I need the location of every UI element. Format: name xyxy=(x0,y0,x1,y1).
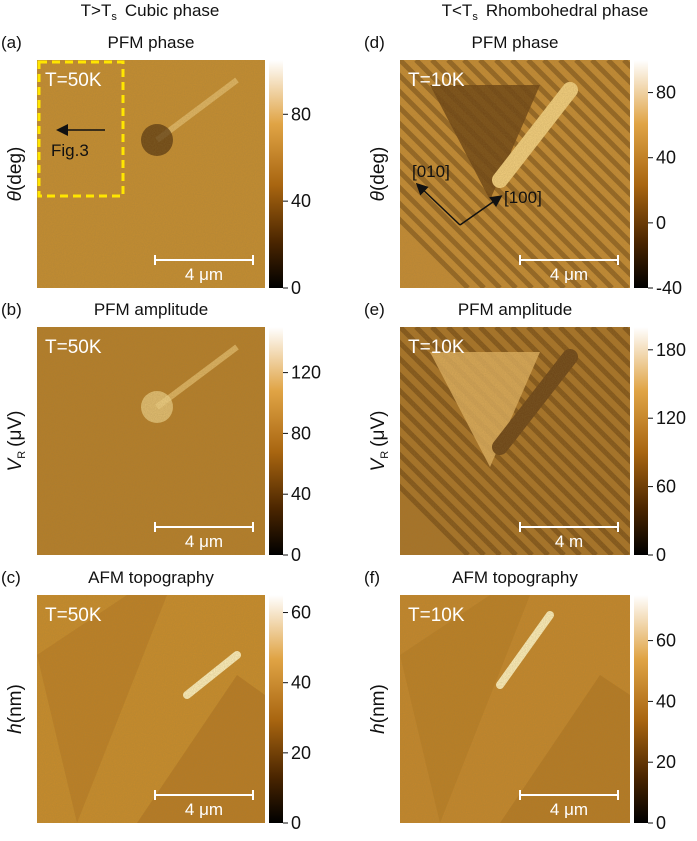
ylabel-unit: (nm) xyxy=(368,684,389,723)
colorbar-tick-label: 40 xyxy=(291,484,311,504)
scalebar-label: 4 μm xyxy=(185,800,223,819)
ylabel-unit: (μV) xyxy=(368,411,389,447)
ylabel-symbol: θ xyxy=(368,190,389,201)
image-noise xyxy=(37,595,265,823)
panel-label: (f) xyxy=(364,568,380,587)
ylabel-unit: (deg) xyxy=(368,147,389,191)
temperature-label: T=50K xyxy=(45,337,102,358)
panel-title: AFM topography xyxy=(88,568,214,587)
panel-title: AFM topography xyxy=(452,568,578,587)
image-noise xyxy=(37,60,265,288)
ylabel-symbol: θ xyxy=(5,190,26,201)
direction-label: [100] xyxy=(504,188,542,207)
colorbar-tick-label: 120 xyxy=(656,408,686,428)
ylabel-unit: (μV) xyxy=(5,411,26,447)
ylabel-symbol: h xyxy=(5,723,26,734)
stripe xyxy=(688,60,697,288)
panel-label: (e) xyxy=(364,300,385,319)
colorbar-tick-label: 80 xyxy=(291,104,311,124)
scalebar-label: 4 m xyxy=(555,532,583,551)
colorbar-tick-label: 40 xyxy=(291,191,311,211)
direction-arrow xyxy=(459,195,503,226)
temperature-label: T=50K xyxy=(45,605,102,626)
colorbar-tick-label: 60 xyxy=(656,477,676,497)
header-rest: Rhombohedral phase xyxy=(486,1,649,20)
stripe xyxy=(688,327,697,555)
stripe xyxy=(656,327,697,555)
ylabel-sub: R xyxy=(16,451,28,459)
header-sub: s xyxy=(472,11,478,23)
scalebar-label: 4 μm xyxy=(185,265,223,284)
direction-label: [010] xyxy=(412,162,450,181)
colorbar-tick-label: 0 xyxy=(291,813,301,833)
column-header: T>Ts Cubic phase xyxy=(81,1,220,23)
colorbar-tick-label: 0 xyxy=(656,213,666,233)
panel-title: PFM phase xyxy=(472,33,559,52)
colorbar-tick-label: 0 xyxy=(656,813,666,833)
colorbar-tick-label: 180 xyxy=(656,340,686,360)
colorbar xyxy=(634,595,648,823)
note-label: Fig.3 xyxy=(51,141,89,160)
header-lead: T>T xyxy=(81,1,112,20)
y-axis-label: h(nm) xyxy=(5,684,26,734)
image-noise xyxy=(400,595,630,823)
stripe xyxy=(640,327,697,555)
image-noise xyxy=(37,327,265,555)
direction-arrow xyxy=(415,182,461,226)
ylabel-symbol: h xyxy=(368,723,389,734)
colorbar xyxy=(269,60,283,288)
colorbar-tick-label: 0 xyxy=(291,278,301,298)
colorbar-tick-label: 20 xyxy=(291,743,311,763)
header-rest: Cubic phase xyxy=(125,1,220,20)
temperature-label: T=10K xyxy=(408,605,465,626)
scalebar-label: 4 μm xyxy=(185,532,223,551)
colorbar-tick-label: 60 xyxy=(291,603,311,623)
y-axis-label: VR (μV) xyxy=(5,411,28,472)
y-axis-label: h(nm) xyxy=(368,684,389,734)
panel-title: PFM amplitude xyxy=(458,300,572,319)
panel-label: (d) xyxy=(364,33,385,52)
ylabel-symbol: V xyxy=(5,456,26,471)
scalebar-label: 4 μm xyxy=(550,800,588,819)
temperature-label: T=10K xyxy=(408,70,465,91)
panel-label: (b) xyxy=(1,300,22,319)
stripe xyxy=(672,327,697,555)
colorbar-tick-label: 0 xyxy=(291,545,301,565)
colorbar-tick-label: 40 xyxy=(656,691,676,711)
highlight-box xyxy=(37,60,125,198)
y-axis-label: VR (μV) xyxy=(368,411,391,472)
temperature-label: T=10K xyxy=(408,337,465,358)
image-noise xyxy=(400,60,630,288)
colorbar xyxy=(269,327,283,555)
column-header: T<Ts Rhombohedral phase xyxy=(442,1,649,23)
ylabel-symbol: V xyxy=(368,456,389,471)
colorbar-tick-label: 80 xyxy=(291,423,311,443)
y-axis-label: θ(deg) xyxy=(5,147,26,202)
ylabel-unit: (deg) xyxy=(5,147,26,191)
colorbar-tick-label: 120 xyxy=(291,363,321,383)
colorbar xyxy=(634,327,648,555)
image-noise xyxy=(400,327,630,555)
header-lead: T<T xyxy=(442,1,473,20)
colorbar-tick-label: -40 xyxy=(656,278,682,298)
colorbar xyxy=(269,595,283,823)
panel-title: PFM amplitude xyxy=(94,300,208,319)
panel-title: PFM phase xyxy=(108,33,195,52)
y-axis-label: θ(deg) xyxy=(368,147,389,202)
header-sub: s xyxy=(111,11,117,23)
colorbar-tick-label: 40 xyxy=(291,673,311,693)
panel-label: (a) xyxy=(1,33,22,52)
colorbar-tick-label: 40 xyxy=(656,148,676,168)
ylabel-sub: R xyxy=(379,451,391,459)
panel-label: (c) xyxy=(1,568,21,587)
colorbar-tick-label: 20 xyxy=(656,752,676,772)
temperature-label: T=50K xyxy=(45,70,102,91)
ylabel-unit: (nm) xyxy=(5,684,26,723)
colorbar-tick-label: 60 xyxy=(656,631,676,651)
colorbar-tick-label: 0 xyxy=(656,545,666,565)
colorbar xyxy=(634,60,648,288)
colorbar-tick-label: 80 xyxy=(656,83,676,103)
scalebar-label: 4 μm xyxy=(550,265,588,284)
